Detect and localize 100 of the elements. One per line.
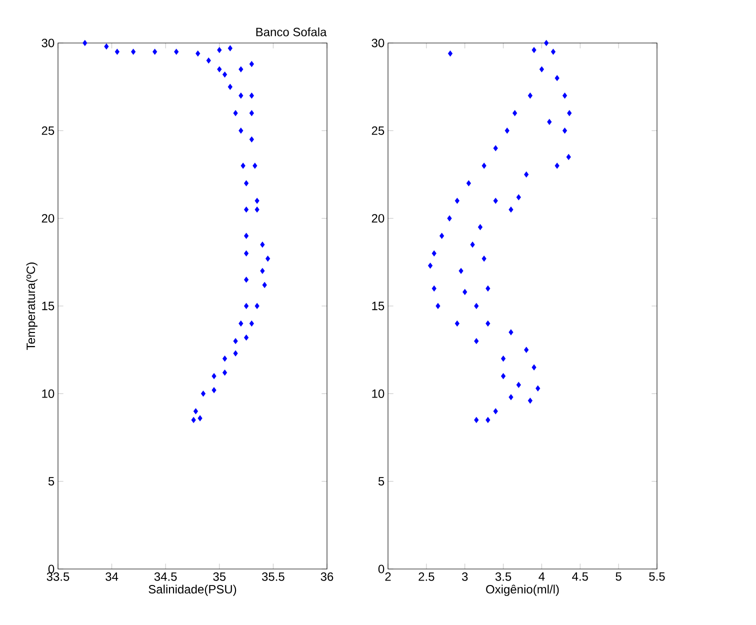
- point: [82, 40, 88, 46]
- y-tick-label: 5: [378, 477, 384, 486]
- point: [260, 242, 265, 248]
- point: [228, 84, 232, 90]
- point: [217, 66, 222, 72]
- point: [547, 118, 552, 125]
- x-tick-label: 35: [213, 572, 226, 581]
- x-tick-label: 34: [106, 572, 118, 581]
- x-tick-label: 3: [462, 572, 468, 581]
- point: [550, 48, 556, 55]
- point: [131, 48, 136, 55]
- point: [501, 373, 506, 380]
- point: [562, 128, 568, 134]
- point: [554, 162, 560, 169]
- point: [254, 303, 260, 309]
- point: [528, 398, 532, 404]
- point: [222, 370, 228, 376]
- point: [508, 329, 514, 336]
- x-tick-label: 4: [538, 572, 545, 581]
- point: [493, 408, 498, 414]
- x-tick-label: 5.5: [649, 572, 665, 581]
- point: [567, 110, 572, 116]
- x-tick-label: 2: [385, 572, 391, 581]
- point: [486, 286, 490, 292]
- point: [266, 256, 270, 262]
- point: [539, 66, 544, 72]
- point: [244, 303, 249, 309]
- point: [432, 250, 436, 256]
- point: [482, 162, 486, 169]
- y-tick-label: 0: [378, 564, 384, 574]
- point: [474, 417, 479, 423]
- point: [516, 382, 521, 388]
- point: [536, 385, 540, 392]
- point: [152, 48, 158, 55]
- point: [233, 110, 238, 116]
- point: [244, 232, 249, 239]
- point: [238, 66, 244, 72]
- point: [249, 110, 254, 116]
- point: [440, 232, 444, 239]
- point: [196, 50, 200, 56]
- point: [532, 364, 536, 370]
- point: [516, 194, 521, 200]
- point: [238, 128, 244, 134]
- chart-title: Banco Sofala: [256, 27, 327, 36]
- point: [470, 242, 475, 248]
- point: [249, 61, 254, 67]
- point: [493, 198, 498, 204]
- point: [458, 268, 464, 274]
- y-tick-label: 30: [372, 38, 384, 48]
- point: [212, 373, 216, 380]
- point: [554, 75, 560, 82]
- point: [466, 180, 471, 186]
- point: [504, 128, 510, 134]
- point: [222, 356, 228, 362]
- point: [493, 145, 498, 152]
- point: [206, 58, 211, 64]
- x-axis-title: Salinidade(PSU): [148, 584, 236, 596]
- point: [532, 47, 536, 53]
- point: [233, 350, 238, 356]
- point: [244, 250, 249, 256]
- point: [252, 162, 258, 169]
- point: [482, 256, 486, 262]
- point: [217, 47, 222, 53]
- point: [524, 172, 529, 178]
- point: [474, 303, 479, 309]
- y-tick-label: 20: [42, 214, 54, 223]
- point: [562, 92, 568, 99]
- point: [249, 320, 254, 326]
- x-tick-label: 2.5: [418, 572, 434, 581]
- x-tick-label: 4.5: [572, 572, 588, 581]
- point: [262, 282, 267, 288]
- x-tick-label: 35.5: [262, 572, 284, 581]
- point: [238, 92, 244, 99]
- point: [249, 92, 254, 99]
- point: [200, 390, 206, 397]
- x-axis-title: Oxigênio(ml/l): [486, 584, 559, 596]
- y-axis-title: Temperatura(ºC): [26, 262, 38, 350]
- point: [198, 415, 202, 422]
- point: [447, 215, 452, 222]
- x-tick-label: 5: [616, 572, 622, 581]
- point: [222, 72, 228, 78]
- point: [244, 180, 249, 186]
- y-tick-label: 5: [48, 477, 54, 486]
- point: [254, 206, 260, 213]
- point: [436, 303, 440, 309]
- point: [474, 338, 479, 344]
- y-tick-label: 10: [372, 389, 384, 398]
- x-tick-label: 34.5: [154, 572, 177, 581]
- point: [544, 40, 549, 46]
- x-tick-label: 3.5: [495, 572, 512, 581]
- y-tick-label: 10: [42, 389, 54, 398]
- y-tick-label: 0: [48, 564, 54, 574]
- point: [228, 45, 232, 52]
- point: [244, 334, 249, 340]
- y-tick-label: 15: [42, 302, 54, 310]
- point: [114, 48, 120, 55]
- point: [212, 387, 216, 394]
- point: [233, 338, 238, 344]
- x-tick-label: 36: [320, 572, 334, 581]
- point: [448, 50, 453, 56]
